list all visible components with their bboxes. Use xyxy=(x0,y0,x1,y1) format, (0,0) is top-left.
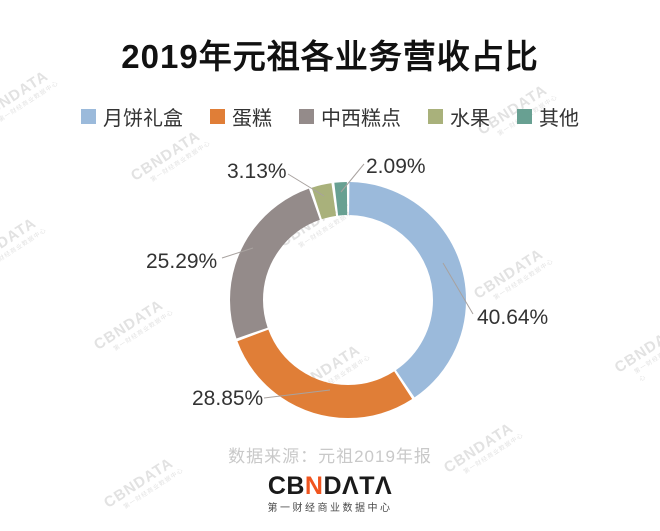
value-label-中西糕点: 25.29% xyxy=(146,250,218,273)
donut-segment-蛋糕 xyxy=(230,182,466,418)
legend-item-中西糕点: 中西糕点 xyxy=(299,102,401,131)
leader-line-水果 xyxy=(287,173,325,197)
legend-swatch-其他 xyxy=(517,109,532,124)
leader-line-中西糕点 xyxy=(221,247,254,259)
legend-label-其他: 其他 xyxy=(539,108,579,130)
cbndata-logo: CBNDΛTΛ 第一财经商业数据中心 xyxy=(0,472,660,514)
legend-item-蛋糕: 蛋糕 xyxy=(210,102,272,131)
legend-label-蛋糕: 蛋糕 xyxy=(232,108,272,130)
legend-swatch-中西糕点 xyxy=(299,109,314,124)
value-label-水果: 3.13% xyxy=(227,160,287,183)
legend-item-水果: 水果 xyxy=(428,102,490,131)
value-label-其他: 2.09% xyxy=(366,155,426,178)
legend-label-月饼礼盒: 月饼礼盒 xyxy=(103,108,183,130)
chart-legend: 月饼礼盒 蛋糕 中西糕点 水果 其他 xyxy=(0,102,660,131)
leader-line-蛋糕 xyxy=(263,389,331,399)
legend-item-月饼礼盒: 月饼礼盒 xyxy=(81,102,183,131)
donut-segment-月饼礼盒 xyxy=(230,182,466,418)
legend-item-其他: 其他 xyxy=(517,102,579,131)
legend-swatch-水果 xyxy=(428,109,443,124)
cbndata-logo-wordmark: CBNDΛTΛ xyxy=(0,472,660,501)
legend-label-水果: 水果 xyxy=(450,108,490,130)
value-label-月饼礼盒: 40.64% xyxy=(477,306,549,329)
chart-title: 2019年元祖各业务营收占比 xyxy=(121,38,539,75)
value-label-蛋糕: 28.85% xyxy=(192,387,264,410)
logo-cb: CB xyxy=(267,472,305,500)
data-source-note: 数据来源：元祖2019年报 xyxy=(228,447,432,466)
logo-n: N xyxy=(304,472,324,500)
donut-segment-中西糕点 xyxy=(230,182,466,418)
legend-label-中西糕点: 中西糕点 xyxy=(321,108,401,130)
legend-swatch-蛋糕 xyxy=(210,109,225,124)
leader-line-月饼礼盒 xyxy=(442,262,474,315)
leader-line-其他 xyxy=(340,163,365,193)
cbndata-logo-subtitle: 第一财经商业数据中心 xyxy=(267,502,393,514)
logo-data: DΛTΛ xyxy=(323,472,393,500)
legend-swatch-月饼礼盒 xyxy=(81,109,96,124)
